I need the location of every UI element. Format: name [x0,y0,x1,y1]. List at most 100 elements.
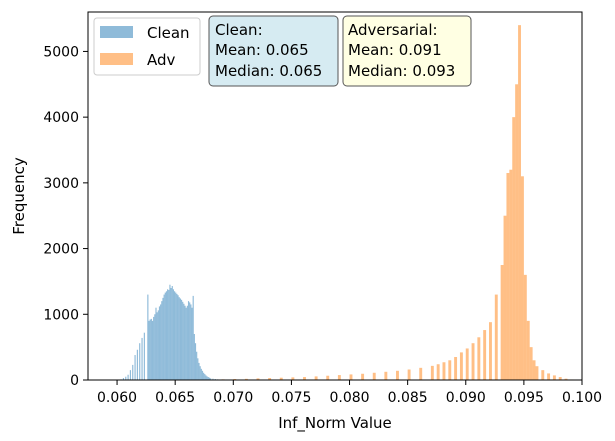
bar-clean [163,294,165,380]
bar-adv [541,370,545,380]
x-tick-label: 0.080 [329,390,369,406]
bar-adv [520,176,524,380]
bar-adv [349,374,353,380]
bar-adv [396,370,399,380]
annotation-adv-title: Adversarial: [348,21,438,39]
bar-clean [127,374,129,380]
bar-adv [503,215,507,380]
legend-swatch-clean [100,26,133,38]
annotation-adv-box [342,15,472,87]
bar-adv [303,377,306,380]
bar-clean [196,351,198,380]
series-clean [120,284,229,380]
bar-adv [512,117,516,380]
bars-layer [120,25,574,380]
bar-clean [174,291,176,380]
bar-clean [194,343,197,380]
bar-adv [509,169,513,380]
x-tick-label: 0.070 [213,390,253,406]
y-tick-label: 5000 [43,44,79,60]
bar-clean [207,377,209,380]
bar-clean [161,301,163,380]
bar-clean [141,337,143,380]
bar-adv [489,322,492,380]
bar-clean [157,310,159,380]
x-tick-label: 0.090 [446,390,486,406]
bar-clean [147,294,149,380]
bar-adv [291,377,295,380]
bar-clean [208,377,211,380]
bar-adv [558,377,562,380]
annotation-clean: Clean: Mean: 0.065 Median: 0.065 [208,15,339,87]
bar-clean [160,304,162,380]
bar-adv [384,371,388,380]
bar-adv [506,173,510,380]
bar-adv [244,378,248,380]
bar-clean [165,291,168,380]
bar-clean [192,295,194,380]
bar-clean [148,320,150,380]
bar-adv [526,320,530,380]
legend-label-clean: Clean [147,24,190,42]
bar-clean [190,304,192,380]
x-tick-label: 0.060 [97,390,137,406]
annotation-adv-mean: Mean: 0.091 [348,41,442,59]
bar-clean [182,301,184,380]
bar-clean [203,372,205,380]
bar-clean [171,286,173,380]
y-axis-ticks: 0 1000 2000 3000 4000 5000 [43,44,88,389]
bar-clean [155,307,157,380]
bar-adv [454,357,458,380]
bar-clean [178,297,180,380]
bar-adv [529,347,533,380]
bar-clean [206,376,208,380]
bar-adv [337,375,341,380]
legend-swatch-adv [100,53,133,65]
bar-adv [518,25,521,380]
bar-clean [139,343,141,380]
bar-clean [156,312,158,380]
bar-adv [459,352,463,380]
bar-adv [419,367,423,380]
bar-adv [494,294,498,380]
bar-clean [169,284,171,380]
bar-adv [326,375,330,380]
bar-adv [477,337,481,380]
bar-clean [151,320,154,380]
bar-clean [186,305,188,380]
bar-adv [314,376,318,380]
annotation-clean-median: Median: 0.065 [215,62,322,80]
plot-frame [87,11,583,381]
bar-clean [175,292,177,380]
y-axis-label: Frequency [10,157,28,235]
bar-clean [132,364,134,380]
bar-adv [430,365,434,380]
annotation-clean-box [208,15,339,87]
bar-clean [172,289,175,380]
x-tick-label: 0.085 [388,390,428,406]
bar-clean [183,303,185,380]
bar-clean [204,374,206,380]
bar-clean [198,362,200,380]
bar-clean [168,289,170,380]
bar-clean [153,316,155,380]
legend-label-adv: Adv [147,51,176,69]
bar-clean [122,378,125,380]
bar-clean [167,289,169,380]
bar-clean [134,355,136,380]
bar-adv [500,265,504,380]
bar-adv [535,366,539,380]
x-tick-label: 0.075 [271,390,311,406]
bar-adv [279,377,283,380]
bar-clean [150,318,152,380]
annotation-clean-mean: Mean: 0.065 [215,41,309,59]
annotation-adversarial: Adversarial: Mean: 0.091 Median: 0.093 [342,15,472,87]
bar-clean [162,297,164,380]
y-tick-label: 4000 [43,110,79,126]
bar-adv [552,375,556,380]
bar-clean [193,334,195,380]
bar-clean [125,376,127,380]
bar-clean [184,305,186,380]
bar-clean [136,349,138,380]
